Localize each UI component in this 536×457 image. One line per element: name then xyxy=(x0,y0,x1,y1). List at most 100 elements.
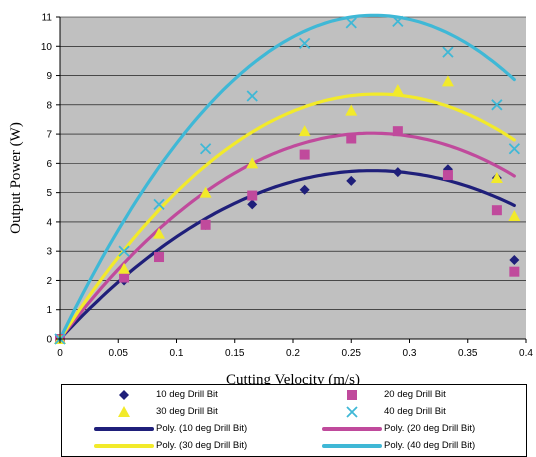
data-point-series-2 xyxy=(509,266,520,277)
y-tick-label: 1 xyxy=(46,305,52,316)
x-tick-labels: 0 0.05 0.1 0.15 0.2 0.25 0.3 0.35 0.4 xyxy=(57,339,533,359)
legend-item: Poly. (20 deg Drill Bit) xyxy=(320,420,475,437)
legend-line xyxy=(322,443,382,448)
data-point-series-1 xyxy=(346,175,357,186)
data-point-series-2 xyxy=(392,126,403,137)
data-point-series-2 xyxy=(200,219,211,230)
legend-line-swatch xyxy=(320,437,384,454)
x-tick-label: 0.2 xyxy=(286,348,300,359)
legend-label: Poly. (30 deg Drill Bit) xyxy=(156,440,248,451)
legend-label: Poly. (40 deg Drill Bit) xyxy=(384,440,476,451)
legend-item: 30 deg Drill Bit xyxy=(92,403,218,420)
data-point-series-2 xyxy=(442,170,453,181)
y-axis-title: Output Power (W) xyxy=(8,122,24,234)
data-point-series-2 xyxy=(247,190,258,201)
data-point-series-4 xyxy=(491,99,503,111)
data-point-series-4 xyxy=(153,198,165,210)
data-point-series-1 xyxy=(509,254,520,265)
legend-line-swatch xyxy=(92,420,156,437)
legend-line-swatch xyxy=(320,420,384,437)
legend-item: 20 deg Drill Bit xyxy=(320,386,446,403)
legend-label: 20 deg Drill Bit xyxy=(384,389,446,400)
legend-marker-diamond xyxy=(92,386,156,403)
x-tick-label: 0.3 xyxy=(403,348,417,359)
legend-marker-square xyxy=(320,386,384,403)
data-point-series-1 xyxy=(299,184,310,195)
x-tick-label: 0.35 xyxy=(458,348,478,359)
y-tick-label: 0 xyxy=(46,335,52,346)
legend-marker-shape xyxy=(119,389,129,400)
data-point-series-1 xyxy=(392,167,403,178)
legend-item: 40 deg Drill Bit xyxy=(320,403,446,420)
legend-marker-shape xyxy=(118,405,130,417)
data-point-series-3 xyxy=(246,157,259,169)
data-point-series-4 xyxy=(508,143,520,155)
legend-item: Poly. (30 deg Drill Bit) xyxy=(92,437,247,454)
data-point-series-2 xyxy=(154,252,165,263)
trendlines xyxy=(58,13,516,341)
legend-item: Poly. (10 deg Drill Bit) xyxy=(92,420,247,437)
legend-item: 10 deg Drill Bit xyxy=(92,386,218,403)
data-point-series-4 xyxy=(345,17,357,29)
data-point-series-3 xyxy=(199,186,212,198)
data-point-series-4 xyxy=(246,90,258,102)
legend-line xyxy=(322,426,382,431)
legend-marker-x xyxy=(320,403,384,420)
y-tick-label: 8 xyxy=(46,100,52,111)
x-tick-label: 0.25 xyxy=(342,348,362,359)
data-points xyxy=(54,15,521,345)
data-point-series-4 xyxy=(199,143,212,155)
x-tick-label: 0.4 xyxy=(519,348,533,359)
x-tick-label: 0.15 xyxy=(225,348,245,359)
y-tick-label: 4 xyxy=(46,217,52,228)
data-point-series-2 xyxy=(346,133,357,144)
data-point-series-4 xyxy=(118,245,130,257)
legend-line xyxy=(94,443,154,448)
trendline-3 xyxy=(58,92,516,341)
trendline-2 xyxy=(58,131,516,341)
data-point-series-2 xyxy=(119,272,130,283)
data-point-series-4 xyxy=(299,37,311,49)
data-point-series-4 xyxy=(442,46,454,58)
data-point-series-3 xyxy=(508,210,521,222)
y-tick-label: 6 xyxy=(46,159,52,170)
legend: 10 deg Drill Bit 20 deg Drill Bit 30 deg D… xyxy=(61,384,527,457)
trendline-1 xyxy=(58,169,516,341)
legend-label: Poly. (20 deg Drill Bit) xyxy=(384,423,476,434)
data-point-series-2 xyxy=(491,205,502,216)
data-point-series-1 xyxy=(247,199,258,210)
legend-label: 10 deg Drill Bit xyxy=(156,389,218,400)
legend-label: 40 deg Drill Bit xyxy=(384,406,446,417)
legend-marker-shape xyxy=(346,405,358,418)
data-point-series-3 xyxy=(490,172,503,183)
data-point-series-3 xyxy=(441,75,454,87)
x-tick-label: 0.1 xyxy=(170,348,184,359)
legend-label: 30 deg Drill Bit xyxy=(156,406,218,417)
y-tick-label: 2 xyxy=(46,276,52,287)
data-point-series-3 xyxy=(118,262,131,274)
x-tick-label: 0.05 xyxy=(109,348,129,359)
y-tick-label: 5 xyxy=(46,188,52,199)
data-point-series-3 xyxy=(153,227,166,239)
legend-marker-shape xyxy=(347,389,357,400)
trendline-4 xyxy=(58,13,516,341)
legend-label: Poly. (10 deg Drill Bit) xyxy=(156,423,248,434)
y-tick-label: 7 xyxy=(46,130,52,141)
y-tick-label: 10 xyxy=(41,42,53,53)
y-tick-label: 3 xyxy=(46,247,52,258)
data-point-series-4 xyxy=(392,15,404,28)
legend-item: Poly. (40 deg Drill Bit) xyxy=(320,437,475,454)
x-axis-title: Cutting Velocity (m/s) xyxy=(226,372,360,384)
legend-marker-triangle xyxy=(92,403,156,420)
data-point-series-3 xyxy=(345,104,358,116)
y-tick-label: 9 xyxy=(46,71,52,82)
y-tick-label: 11 xyxy=(42,13,53,24)
x-tick-label: 0 xyxy=(57,348,63,359)
data-point-series-3 xyxy=(391,84,404,96)
legend-line xyxy=(94,426,154,431)
legend-line-swatch xyxy=(92,437,156,454)
data-point-series-2 xyxy=(299,149,310,160)
plot-area xyxy=(60,17,526,339)
chart: 0 0.05 0.1 0.15 0.2 0.25 0.3 0.35 0.4 0 1 2 3 4 5 6 7 8 9… xyxy=(8,13,533,385)
y-tick-labels: 0 1 2 3 4 5 6 7 8 9 10 11 xyxy=(41,13,60,346)
